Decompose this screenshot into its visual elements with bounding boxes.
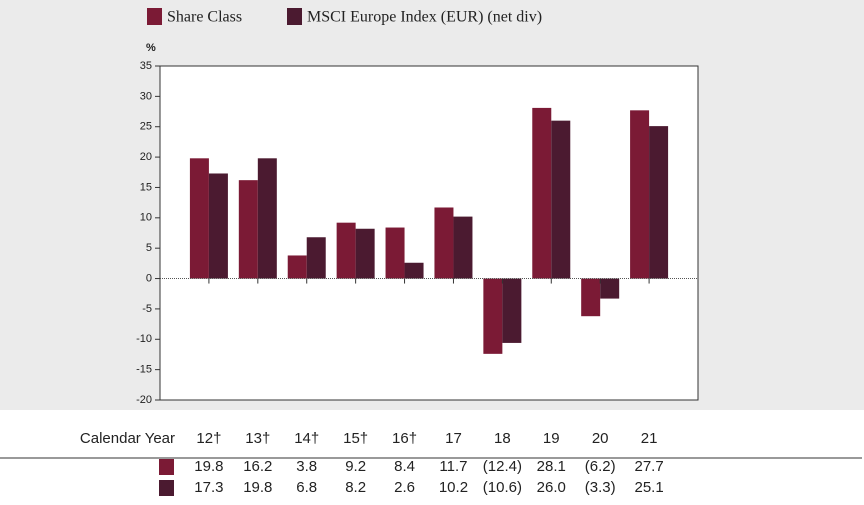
- table-value: (10.6): [483, 479, 522, 496]
- bar: [257, 158, 277, 279]
- table-value: 17.3: [194, 479, 223, 496]
- y-tick-label: 15: [140, 181, 152, 193]
- table-value: 8.2: [345, 479, 366, 496]
- table-value: 19.8: [194, 458, 223, 475]
- x-tick-label: 12†: [196, 430, 221, 447]
- y-tick-label: -20: [136, 394, 152, 406]
- y-tick-label: 25: [140, 121, 152, 133]
- y-tick-label: 30: [140, 90, 152, 102]
- table-value: 3.8: [296, 458, 317, 475]
- bar: [453, 216, 473, 279]
- y-tick-label: 10: [140, 212, 152, 224]
- table-value: 9.2: [345, 458, 366, 475]
- table-value: (3.3): [585, 479, 616, 496]
- bar: [483, 278, 503, 354]
- x-tick-label: 13†: [245, 430, 270, 447]
- x-tick-label: 17: [445, 430, 462, 447]
- x-tick-label: 14†: [294, 430, 319, 447]
- bar: [649, 126, 669, 279]
- bar: [532, 107, 552, 279]
- y-tick-label: 0: [146, 272, 152, 284]
- table-value: 10.2: [439, 479, 468, 496]
- table-value: (6.2): [585, 458, 616, 475]
- bar: [336, 222, 356, 279]
- table-value: 25.1: [634, 479, 663, 496]
- table-swatch: [159, 480, 174, 496]
- x-tick-label: 19: [543, 430, 560, 447]
- table-value: 26.0: [537, 479, 566, 496]
- bar: [385, 227, 405, 279]
- table-value: 11.7: [439, 458, 467, 475]
- table-row-label: Calendar Year: [80, 430, 175, 447]
- x-tick-label: 20: [592, 430, 609, 447]
- y-tick-label: -10: [136, 333, 152, 345]
- table-value: 8.4: [394, 458, 415, 475]
- table-value: 27.7: [634, 458, 663, 475]
- legend-swatch: [147, 8, 162, 25]
- legend-label: MSCI Europe Index (EUR) (net div): [307, 9, 542, 26]
- x-tick-label: 18: [494, 430, 511, 447]
- legend-swatch: [287, 8, 302, 25]
- table-value: 16.2: [243, 458, 272, 475]
- table-swatch: [159, 459, 174, 475]
- table-value: 28.1: [537, 458, 566, 475]
- y-axis-label: %: [146, 42, 156, 54]
- bar: [434, 207, 454, 279]
- table-value: 6.8: [296, 479, 317, 496]
- table-value: 19.8: [243, 479, 272, 496]
- bar: [630, 110, 650, 279]
- x-tick-label: 21: [641, 430, 658, 447]
- table-value: 2.6: [394, 479, 415, 496]
- y-tick-label: -15: [136, 364, 152, 376]
- bar: [287, 255, 307, 279]
- bar: [306, 237, 326, 279]
- bar: [355, 228, 375, 279]
- y-tick-label: 20: [140, 151, 152, 163]
- bar: [238, 180, 258, 279]
- bar: [600, 278, 620, 299]
- bar: [189, 158, 209, 279]
- x-tick-label: 16†: [392, 430, 417, 447]
- bar: [502, 278, 522, 343]
- bar: [404, 262, 424, 279]
- bar: [581, 278, 601, 317]
- y-tick-label: 5: [146, 242, 152, 254]
- x-tick-label: 15†: [343, 430, 368, 447]
- bar: [208, 173, 228, 279]
- bar: [551, 120, 571, 279]
- y-tick-label: 35: [140, 60, 152, 72]
- y-tick-label: -5: [142, 303, 152, 315]
- legend-label: Share Class: [167, 9, 242, 26]
- table-value: (12.4): [483, 458, 522, 475]
